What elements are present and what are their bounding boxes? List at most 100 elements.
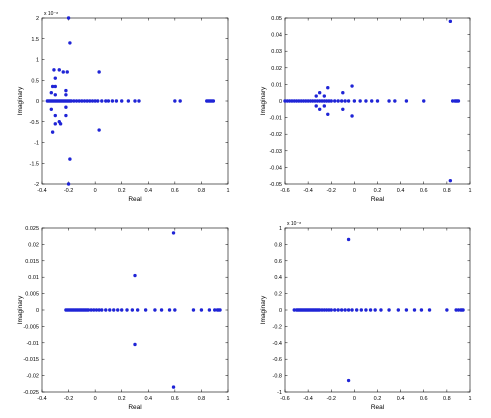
x-tick-label: 0.2 — [118, 188, 126, 194]
x-tick-label: -0.4 — [37, 188, 46, 194]
data-point — [191, 308, 196, 312]
data-point — [133, 273, 137, 278]
data-point — [96, 99, 100, 103]
data-point — [350, 114, 354, 118]
x-tick-label: -0.6 — [280, 188, 289, 194]
y-tick-label: 0.01 — [28, 275, 39, 281]
y-axis-multiplier: x 10⁻⁸ — [287, 221, 301, 227]
y-tick-label: 0.04 — [271, 33, 282, 39]
data-point — [339, 308, 344, 312]
y-tick-label: -0.02 — [269, 132, 282, 138]
y-tick-label: -0.8 — [273, 374, 282, 380]
data-point — [65, 70, 69, 74]
data-point — [53, 93, 57, 97]
data-point — [143, 308, 148, 312]
y-tick-label: 0.005 — [25, 292, 39, 298]
data-point — [368, 308, 373, 312]
data-point — [86, 308, 91, 312]
data-point — [448, 19, 453, 24]
data-point — [354, 308, 359, 312]
x-axis-label: Real — [371, 196, 385, 203]
y-tick-label: 0.5 — [31, 78, 39, 84]
data-point — [125, 308, 129, 312]
y-tick-label: -0.6 — [273, 357, 282, 363]
data-point — [58, 122, 63, 126]
scatter-plot-3: -0.4 -0.2 0 0.2 0.4 0.6 0.8 1 0.025 0.02 0.015 0.01… — [17, 226, 230, 411]
data-point — [329, 99, 333, 103]
data-point — [427, 308, 432, 312]
data-point — [108, 308, 112, 312]
x-tick-label: 0.4 — [397, 188, 405, 194]
y-axis-multiplier: x 10⁻⁸ — [44, 11, 58, 17]
y-tick-label: 0.015 — [25, 259, 39, 265]
x-tick-label: -0.2 — [64, 188, 73, 194]
data-point — [69, 99, 73, 103]
data-point — [333, 99, 337, 103]
data-point — [104, 308, 108, 312]
data-point — [346, 99, 351, 103]
data-point — [77, 99, 81, 103]
data-point — [375, 99, 380, 103]
x-tick-label: -0.4 — [303, 188, 312, 194]
x-tick-label: 1 — [468, 188, 471, 194]
data-point — [419, 308, 424, 312]
y-tick-label: -1 — [34, 141, 39, 147]
y-tick-label: -0.025 — [23, 390, 39, 396]
scatter-plot-1: -0.4 -0.2 0 0.2 0.4 0.6 0.8 1 2 1.5 1 0.5 0 -0.5 -1 -1.… — [17, 11, 230, 203]
y-tick-label: 0.02 — [28, 242, 39, 248]
y-tick-label: 0.2 — [274, 292, 282, 298]
data-point — [359, 308, 364, 312]
y-tick-label: 0.05 — [271, 16, 282, 22]
data-point — [336, 99, 340, 103]
y-tick-label: 1 — [279, 226, 282, 232]
data-point — [66, 182, 71, 186]
x-axis-label: Real — [128, 404, 142, 411]
data-point — [171, 385, 176, 389]
data-point — [88, 99, 92, 103]
data-point — [49, 91, 53, 95]
x-tick-label: 1 — [468, 396, 471, 402]
data-point — [173, 99, 177, 103]
x-tick-label: 0.4 — [144, 396, 152, 402]
data-point — [314, 104, 318, 108]
data-point — [346, 378, 351, 383]
data-point — [461, 308, 465, 312]
y-tick-label: -0.04 — [269, 165, 282, 171]
data-point — [94, 308, 99, 312]
data-point — [104, 99, 108, 103]
data-point — [53, 122, 57, 126]
y-tick-label: 0.8 — [274, 242, 282, 248]
data-point — [50, 84, 55, 89]
data-point — [317, 91, 322, 95]
data-point — [387, 99, 391, 103]
data-point — [326, 86, 330, 90]
data-point — [445, 308, 449, 312]
y-tick-label: -1.5 — [30, 161, 39, 167]
y-tick-label: 0 — [36, 308, 39, 314]
data-point — [350, 308, 354, 312]
x-tick-label: 0.2 — [374, 396, 382, 402]
data-point — [97, 128, 101, 132]
data-point — [100, 99, 104, 103]
data-point — [110, 99, 115, 103]
x-tick-label: 0.6 — [171, 188, 179, 194]
data-point — [114, 99, 119, 103]
data-point — [82, 99, 87, 103]
data-point — [396, 308, 401, 312]
y-tick-label: -0.01 — [269, 116, 282, 122]
data-point — [49, 107, 53, 112]
data-point — [314, 94, 318, 98]
data-point — [393, 99, 397, 103]
data-point — [53, 84, 57, 89]
x-tick-label: 0 — [353, 188, 356, 194]
y-tick-label: 1 — [36, 58, 39, 64]
x-axis-label: Real — [128, 196, 142, 203]
data-point — [159, 308, 164, 312]
data-point — [322, 94, 327, 98]
data-point — [456, 99, 461, 103]
x-tick-label: -0.4 — [37, 396, 46, 402]
data-point — [346, 308, 351, 312]
y-tick-label: -0.05 — [269, 182, 282, 188]
data-point — [207, 308, 212, 312]
data-point — [137, 99, 141, 103]
